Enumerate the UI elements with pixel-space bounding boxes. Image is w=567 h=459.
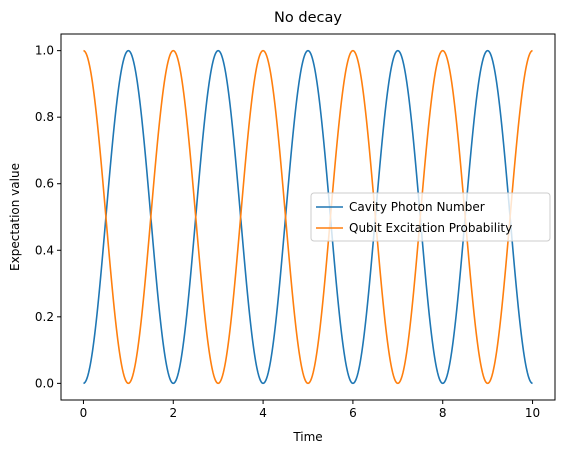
- y-axis-title: Expectation value: [8, 163, 22, 271]
- plot-area-frame: [60, 33, 556, 401]
- y-tick-label: 0.6: [35, 177, 54, 191]
- x-axis-title: Time: [292, 430, 322, 444]
- x-tick-label: 8: [439, 406, 447, 420]
- chart-title: No decay: [274, 10, 342, 26]
- y-tick-label: 0.8: [35, 110, 54, 124]
- x-tick-label: 4: [259, 406, 267, 420]
- legend-label: Qubit Excitation Probability: [349, 221, 512, 235]
- series-layer: [83, 49, 533, 385]
- y-tick-label: 0.0: [35, 376, 54, 390]
- y-tick-label: 0.4: [35, 243, 54, 257]
- series-line-qubit-excitation-probability: [83, 49, 533, 385]
- x-tick-label: 6: [349, 406, 357, 420]
- y-axis: 0.0 0.2 0.4 0.6 0.8 1.0: [35, 44, 61, 390]
- y-tick-label: 1.0: [35, 44, 54, 58]
- series-line-cavity-photon-number: [83, 49, 533, 385]
- y-tick-label: 0.2: [35, 310, 54, 324]
- x-tick-label: 2: [169, 406, 177, 420]
- x-tick-label: 10: [525, 406, 540, 420]
- legend-label: Cavity Photon Number: [349, 200, 485, 214]
- legend: Cavity Photon Number Qubit Excitation Pro…: [310, 192, 551, 242]
- legend-box: [310, 192, 551, 242]
- x-axis: 0 2 4 6 8 10: [80, 400, 540, 420]
- x-tick-label: 0: [80, 406, 88, 420]
